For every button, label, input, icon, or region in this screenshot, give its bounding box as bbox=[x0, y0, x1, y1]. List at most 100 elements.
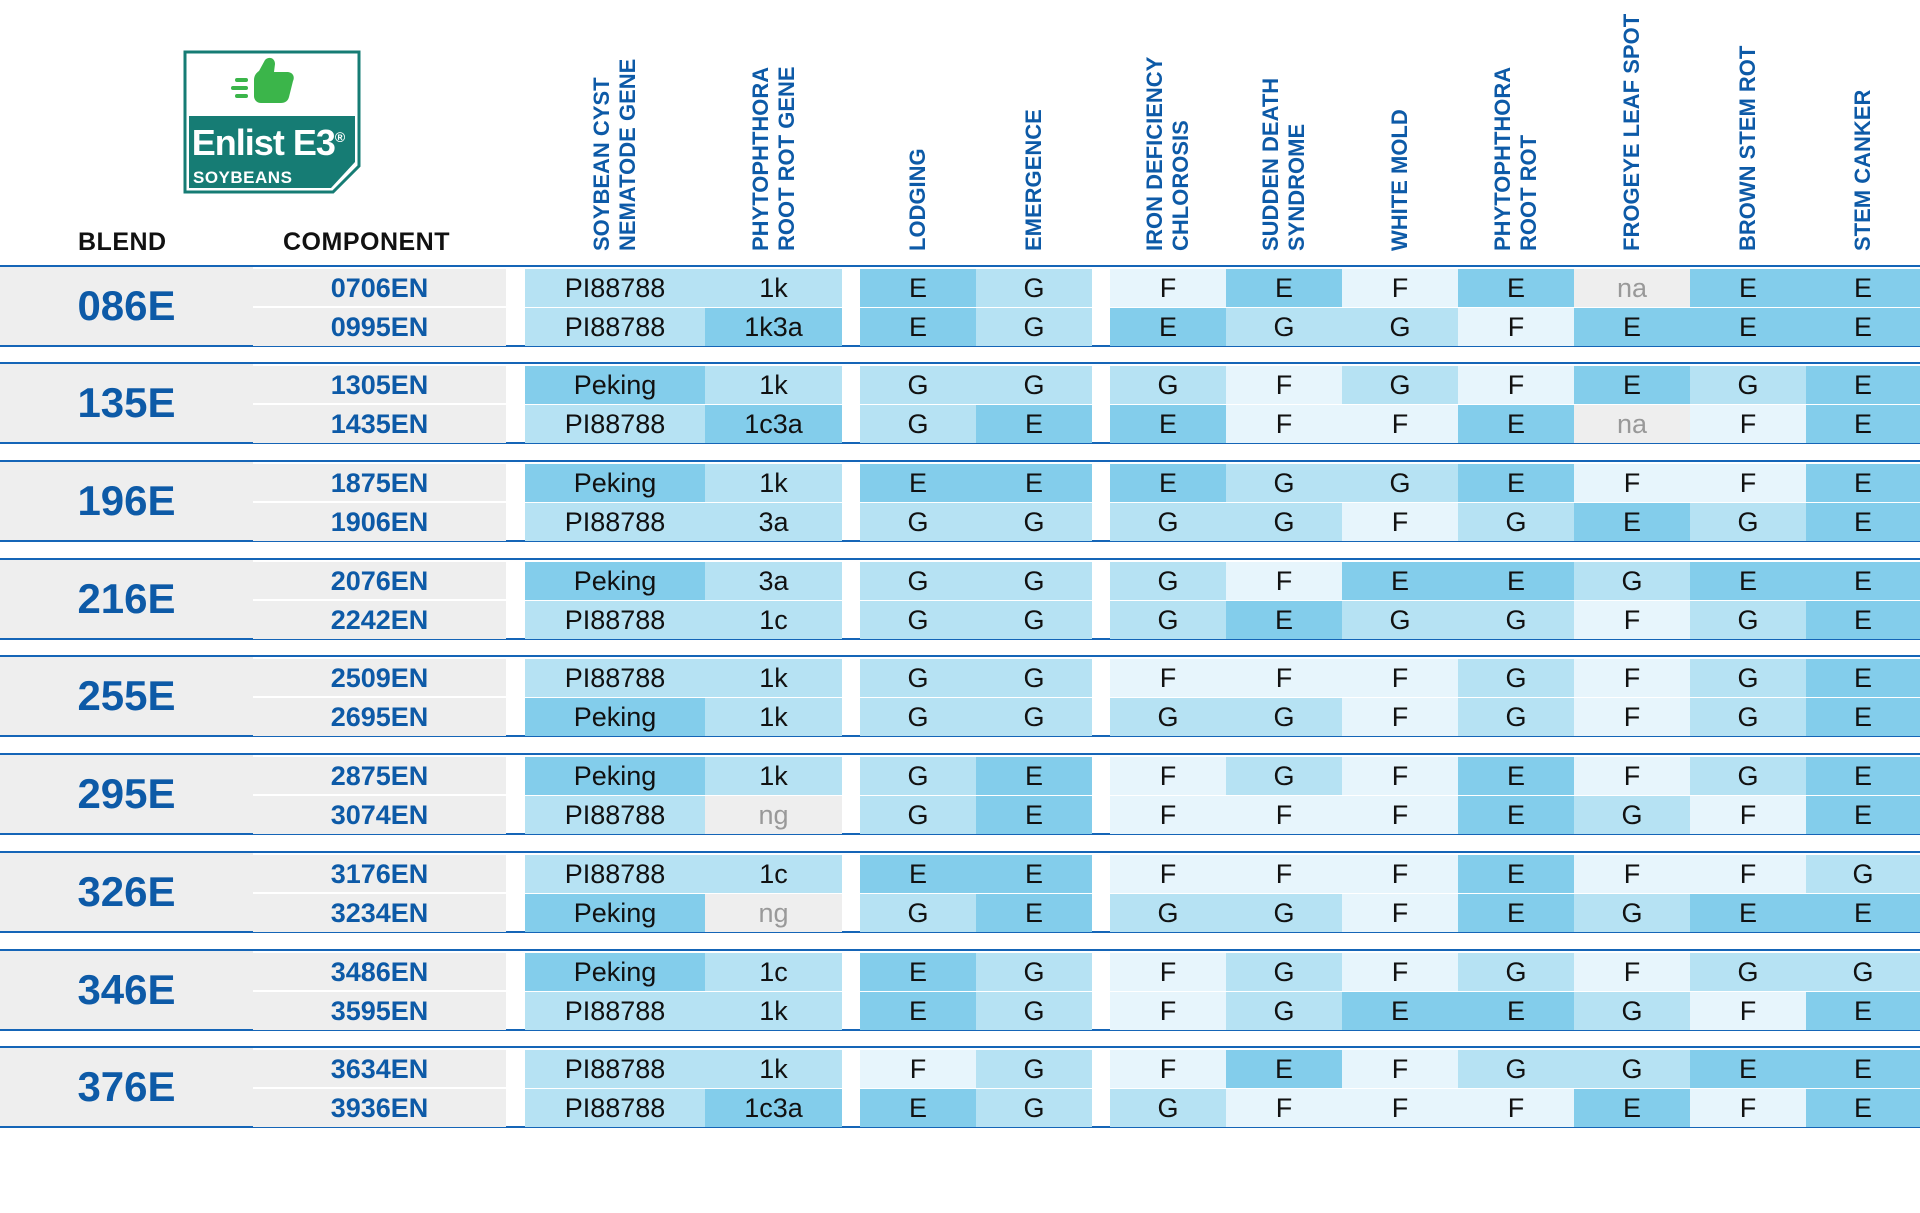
rating-cell: 1k bbox=[705, 366, 842, 404]
rating-cell: F bbox=[1226, 366, 1342, 404]
rating-cell: F bbox=[1342, 1089, 1458, 1127]
rating-cell: E bbox=[1690, 1050, 1806, 1088]
rating-cell: F bbox=[1110, 659, 1226, 697]
rating-cell: F bbox=[1342, 503, 1458, 541]
component-divider bbox=[253, 501, 506, 502]
rating-cell: F bbox=[1226, 405, 1342, 443]
rating-cell: E bbox=[1806, 308, 1920, 346]
rating-cell: G bbox=[1458, 1050, 1574, 1088]
rating-cell: E bbox=[860, 464, 976, 502]
rating-cell: G bbox=[860, 894, 976, 932]
rating-cell: F bbox=[1342, 1050, 1458, 1088]
rating-cell: E bbox=[1806, 992, 1920, 1030]
rating-cell: E bbox=[1806, 1050, 1920, 1088]
rating-cell: G bbox=[860, 405, 976, 443]
rating-cell: F bbox=[1690, 855, 1806, 893]
rating-cell: Peking bbox=[525, 953, 705, 991]
blend-group: 346E 3486EN Peking 1c E G F G F G F G G 3595EN PI88788… bbox=[0, 949, 1920, 1031]
component-row: 2509EN PI88788 1k G G F F F G F G E bbox=[0, 659, 1920, 697]
rating-cell: PI88788 bbox=[525, 659, 705, 697]
rating-cell: E bbox=[1458, 269, 1574, 307]
component-row: 3074EN PI88788 ng G E F F F E G F E bbox=[0, 796, 1920, 834]
rating-cell: E bbox=[1806, 601, 1920, 639]
rating-cell: Peking bbox=[525, 698, 705, 736]
column-header-label: LODGING bbox=[905, 148, 930, 251]
rating-cell: G bbox=[976, 601, 1092, 639]
rating-cell: G bbox=[1342, 366, 1458, 404]
rating-cell: E bbox=[976, 405, 1092, 443]
rating-cell: PI88788 bbox=[525, 503, 705, 541]
column-header-label: BROWN STEM ROT bbox=[1735, 45, 1760, 251]
rating-cell: G bbox=[1458, 659, 1574, 697]
group-top-rule bbox=[0, 265, 1920, 267]
rating-cell: E bbox=[1806, 503, 1920, 541]
rating-cell: E bbox=[1574, 503, 1690, 541]
rating-cell: Peking bbox=[525, 562, 705, 600]
rating-cell: G bbox=[1226, 698, 1342, 736]
rating-cell: E bbox=[1806, 366, 1920, 404]
rating-cell: E bbox=[860, 992, 976, 1030]
rating-cell: PI88788 bbox=[525, 308, 705, 346]
blend-group: 295E 2875EN Peking 1k G E F G F E F G E 3074EN PI88788… bbox=[0, 753, 1920, 835]
rating-cell: 1k3a bbox=[705, 308, 842, 346]
rating-cell: F bbox=[1690, 992, 1806, 1030]
rating-cell: E bbox=[1806, 796, 1920, 834]
rating-cell: E bbox=[1458, 796, 1574, 834]
rating-cell: ng bbox=[705, 796, 842, 834]
column-header-9: FROGEYE LEAF SPOT bbox=[1619, 14, 1819, 251]
logo-badge-shape bbox=[183, 50, 361, 194]
component-name: 2076EN bbox=[253, 562, 506, 600]
rating-cell: G bbox=[976, 269, 1092, 307]
rating-cell: G bbox=[860, 698, 976, 736]
group-bottom-rule bbox=[0, 833, 1920, 835]
group-bottom-rule bbox=[0, 1029, 1920, 1031]
rating-cell: F bbox=[1342, 953, 1458, 991]
rating-cell: G bbox=[976, 308, 1092, 346]
logo-wordmark: Enlist E3® bbox=[191, 122, 345, 163]
rating-cell: G bbox=[1690, 659, 1806, 697]
rating-cell: G bbox=[1342, 308, 1458, 346]
rating-cell: E bbox=[1806, 698, 1920, 736]
rating-cell: F bbox=[1690, 796, 1806, 834]
component-name: 1875EN bbox=[253, 464, 506, 502]
component-name: 2242EN bbox=[253, 601, 506, 639]
rating-cell: G bbox=[1690, 601, 1806, 639]
rating-cell: F bbox=[1342, 405, 1458, 443]
rating-cell: G bbox=[1690, 366, 1806, 404]
rating-cell: G bbox=[860, 757, 976, 795]
component-name: 3486EN bbox=[253, 953, 506, 991]
rating-cell: E bbox=[976, 855, 1092, 893]
rating-cell: F bbox=[1574, 601, 1690, 639]
group-top-rule bbox=[0, 362, 1920, 364]
enlist-e3-logo: Enlist E3® SOYBEANS bbox=[183, 50, 361, 195]
rating-cell: E bbox=[1806, 894, 1920, 932]
component-name: 2695EN bbox=[253, 698, 506, 736]
rating-cell: 1k bbox=[705, 757, 842, 795]
rating-cell: 3a bbox=[705, 503, 842, 541]
rating-cell: F bbox=[1110, 757, 1226, 795]
rating-cell: E bbox=[1806, 757, 1920, 795]
component-divider bbox=[253, 892, 506, 893]
column-header-11: STEM CANKER bbox=[1850, 51, 1920, 251]
group-bottom-rule bbox=[0, 735, 1920, 737]
rating-cell: E bbox=[1110, 464, 1226, 502]
component-row: 1875EN Peking 1k E E E G G E F F E bbox=[0, 464, 1920, 502]
blend-name: 295E bbox=[0, 755, 253, 833]
column-header-label: FROGEYE LEAF SPOT bbox=[1619, 13, 1644, 251]
component-name: 2875EN bbox=[253, 757, 506, 795]
group-bottom-rule bbox=[0, 638, 1920, 640]
rating-cell: E bbox=[1690, 308, 1806, 346]
rating-cell: G bbox=[1226, 992, 1342, 1030]
rating-cell: 1c3a bbox=[705, 1089, 842, 1127]
rating-cell: F bbox=[1226, 659, 1342, 697]
column-header-label: SOYBEAN CYST NEMATODE GENE bbox=[589, 58, 640, 251]
column-header-label: STEM CANKER bbox=[1850, 89, 1875, 251]
rating-cell: E bbox=[860, 953, 976, 991]
rating-cell: G bbox=[1458, 601, 1574, 639]
rating-cell: G bbox=[1110, 562, 1226, 600]
rating-cell: F bbox=[1226, 562, 1342, 600]
rating-cell: F bbox=[1226, 1089, 1342, 1127]
component-name: 3634EN bbox=[253, 1050, 506, 1088]
component-row: 3234EN Peking ng G E G G F E G E E bbox=[0, 894, 1920, 932]
rating-cell: G bbox=[1574, 796, 1690, 834]
